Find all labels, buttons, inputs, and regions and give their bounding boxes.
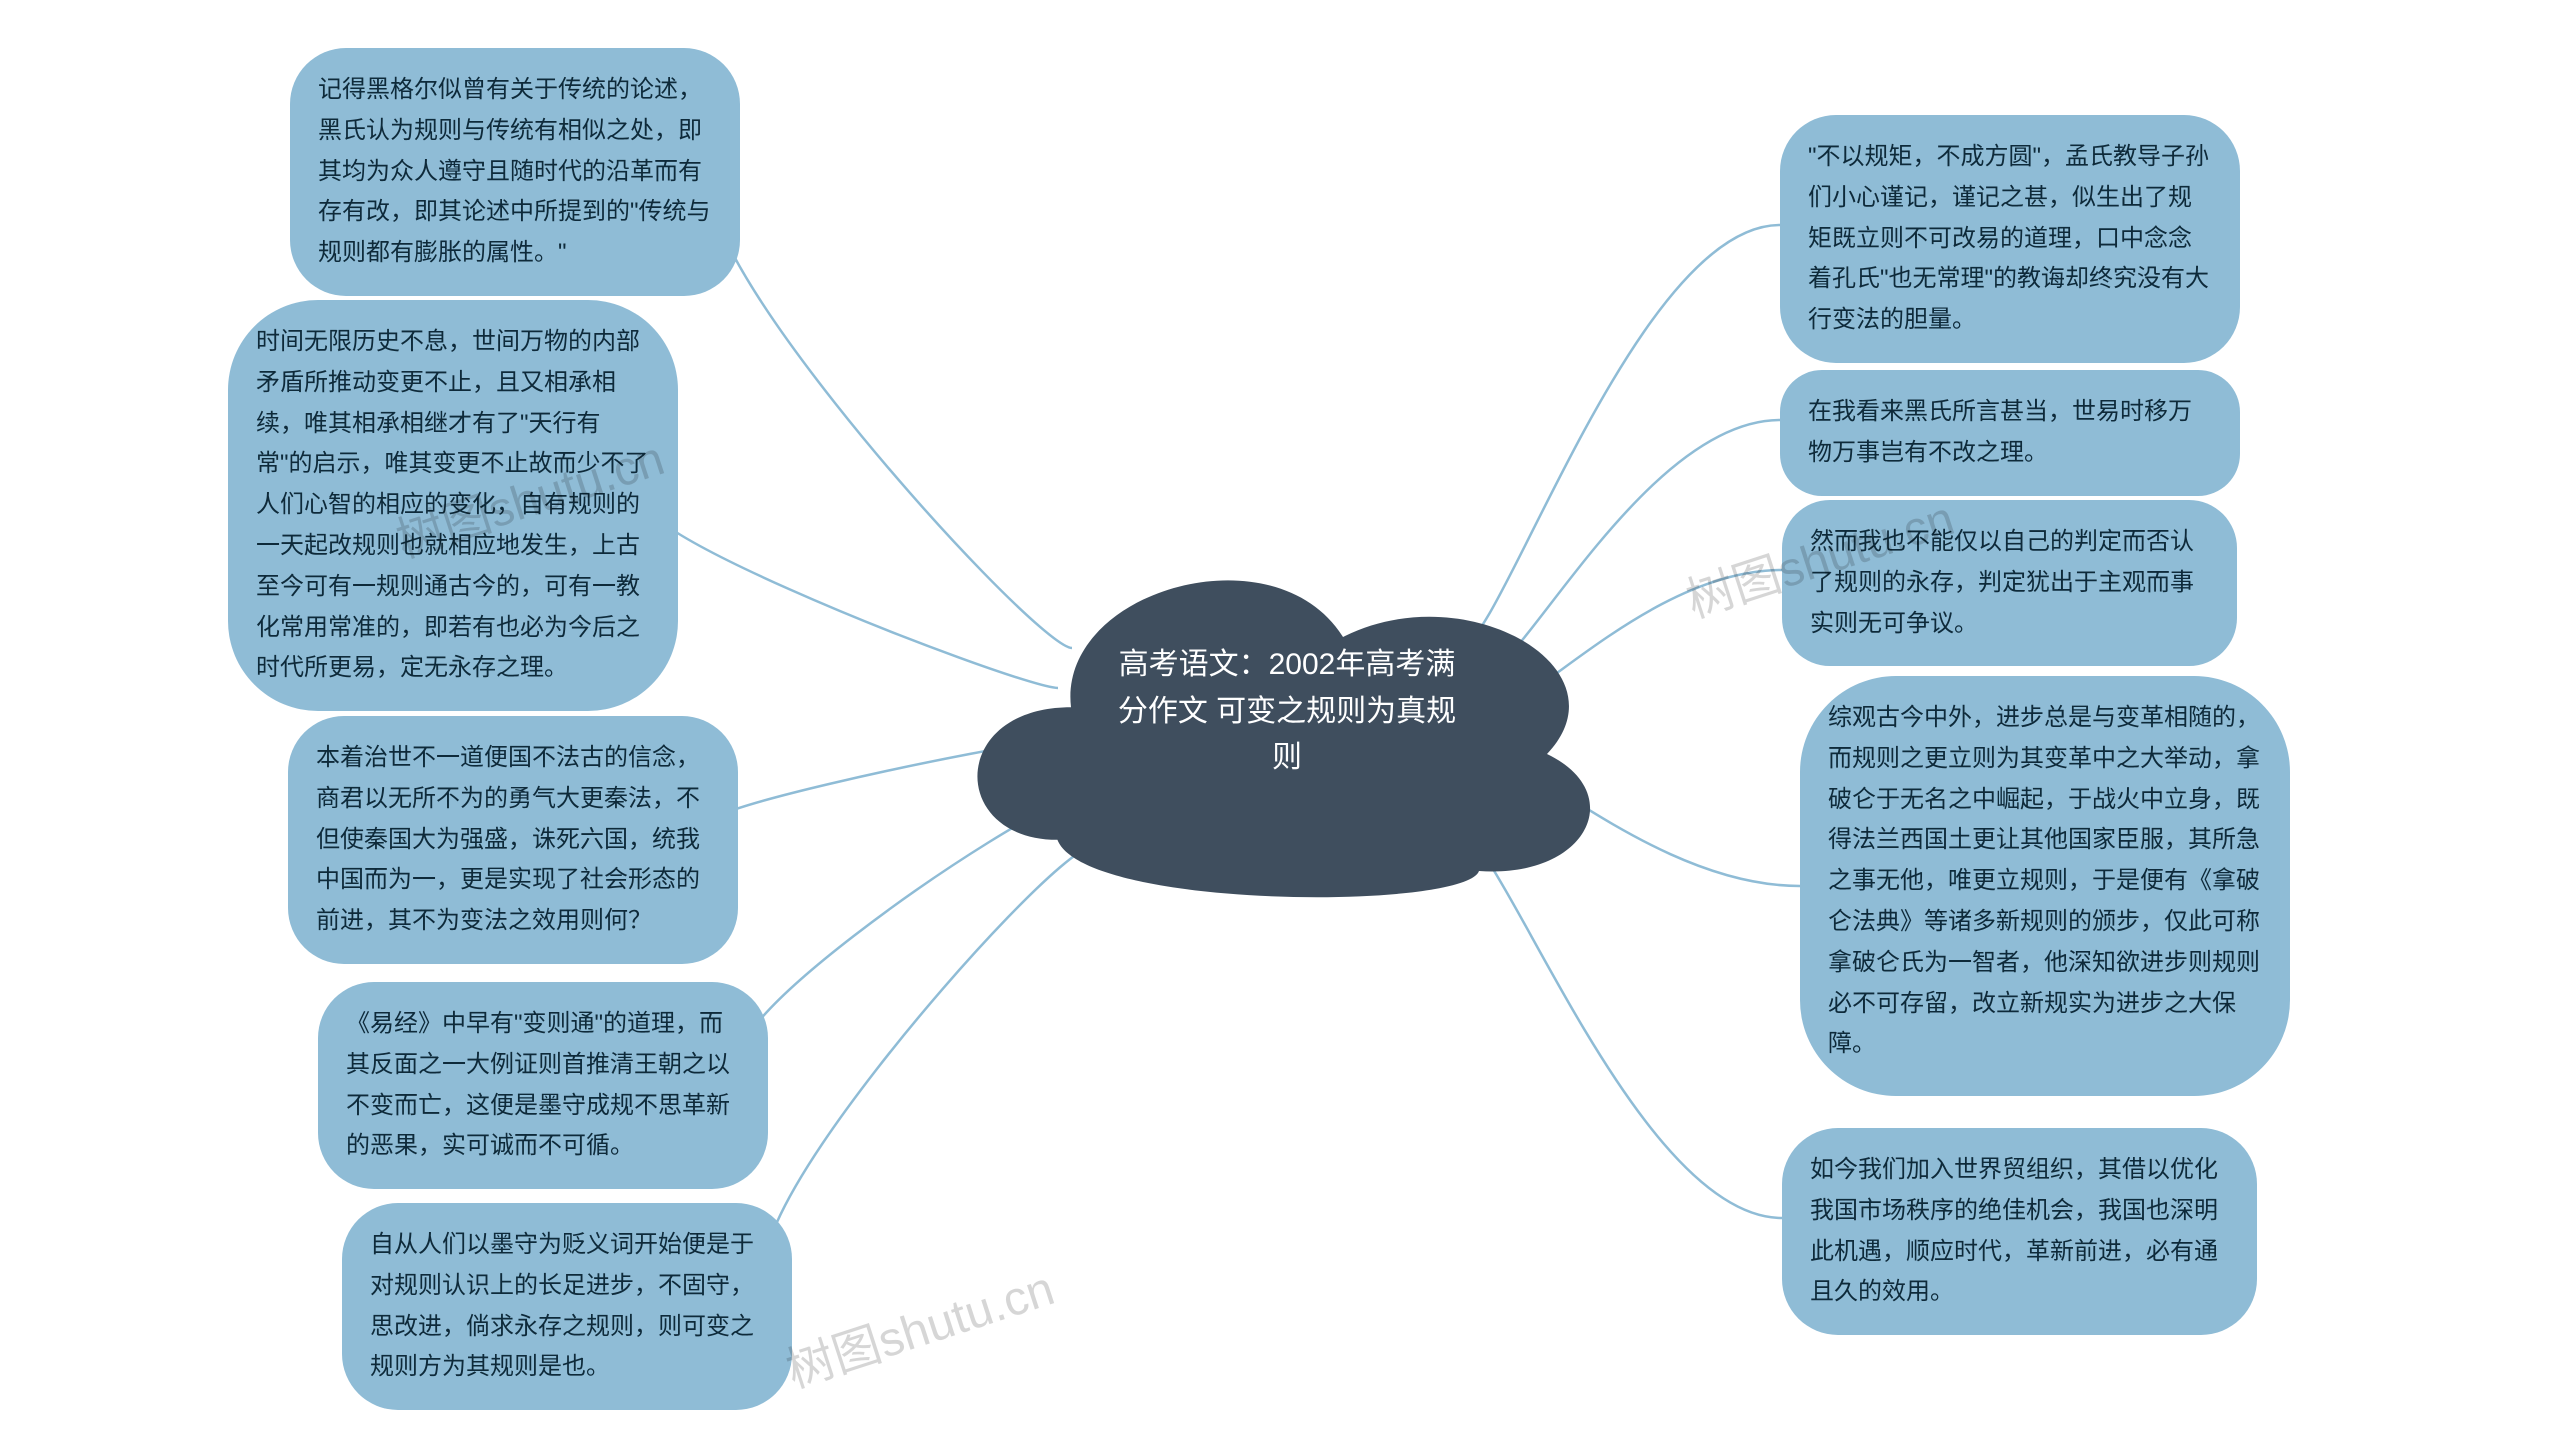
right-node-4-text: 综观古今中外，进步总是与变革相随的，而规则之更立则为其变革中之大举动，拿破仑于无… bbox=[1828, 704, 2260, 1057]
right-node-2-text: 在我看来黑氏所言甚当，世易时移万物万事岂有不改之理。 bbox=[1808, 398, 2192, 466]
right-node-5-text: 如今我们加入世界贸组织，其借以优化我国市场秩序的绝佳机会，我国也深明此机遇，顺应… bbox=[1810, 1156, 2218, 1305]
left-node-4-text: 《易经》中早有"变则通"的道理，而其反面之一大例证则首推清王朝之以不变而亡，这便… bbox=[346, 1010, 730, 1159]
left-node-1: 记得黑格尔似曾有关于传统的论述，黑氏认为规则与传统有相似之处，即其均为众人遵守且… bbox=[290, 48, 740, 296]
left-node-3: 本着治世不一道便国不法古的信念，商君以无所不为的勇气大更秦法，不但使秦国大为强盛… bbox=[288, 716, 738, 964]
left-node-5-text: 自从人们以墨守为贬义词开始便是于对规则认识上的长足进步，不固守，思改进，倘求永存… bbox=[370, 1231, 754, 1380]
left-node-5: 自从人们以墨守为贬义词开始便是于对规则认识上的长足进步，不固守，思改进，倘求永存… bbox=[342, 1203, 792, 1410]
watermark-3: 树图shutu.cn bbox=[776, 1249, 1062, 1401]
left-node-2-text: 时间无限历史不息，世间万物的内部矛盾所推动变更不止，且又相承相续，唯其相承相继才… bbox=[256, 328, 649, 681]
right-node-4: 综观古今中外，进步总是与变革相随的，而规则之更立则为其变革中之大举动，拿破仑于无… bbox=[1800, 676, 2290, 1096]
center-title: 高考语文：2002年高考满分作文 可变之规则为真规则 bbox=[1112, 642, 1462, 782]
center-node: 高考语文：2002年高考满分作文 可变之规则为真规则 bbox=[935, 520, 1615, 910]
right-node-3-text: 然而我也不能仅以自己的判定而否认了规则的永存，判定犹出于主观而事实则无可争议。 bbox=[1810, 528, 2194, 637]
right-node-1: "不以规矩，不成方圆"，孟氏教导子孙们小心谨记，谨记之甚，似生出了规矩既立则不可… bbox=[1780, 115, 2240, 363]
right-node-2: 在我看来黑氏所言甚当，世易时移万物万事岂有不改之理。 bbox=[1780, 370, 2240, 496]
mindmap-canvas: 高考语文：2002年高考满分作文 可变之规则为真规则 记得黑格尔似曾有关于传统的… bbox=[0, 0, 2560, 1453]
right-node-1-text: "不以规矩，不成方圆"，孟氏教导子孙们小心谨记，谨记之甚，似生出了规矩既立则不可… bbox=[1808, 143, 2209, 333]
right-node-5: 如今我们加入世界贸组织，其借以优化我国市场秩序的绝佳机会，我国也深明此机遇，顺应… bbox=[1782, 1128, 2257, 1335]
right-node-3: 然而我也不能仅以自己的判定而否认了规则的永存，判定犹出于主观而事实则无可争议。 bbox=[1782, 500, 2237, 666]
left-node-2: 时间无限历史不息，世间万物的内部矛盾所推动变更不止，且又相承相续，唯其相承相继才… bbox=[228, 300, 678, 711]
left-node-1-text: 记得黑格尔似曾有关于传统的论述，黑氏认为规则与传统有相似之处，即其均为众人遵守且… bbox=[318, 76, 711, 266]
left-node-4: 《易经》中早有"变则通"的道理，而其反面之一大例证则首推清王朝之以不变而亡，这便… bbox=[318, 982, 768, 1189]
left-node-3-text: 本着治世不一道便国不法古的信念，商君以无所不为的勇气大更秦法，不但使秦国大为强盛… bbox=[316, 744, 700, 934]
